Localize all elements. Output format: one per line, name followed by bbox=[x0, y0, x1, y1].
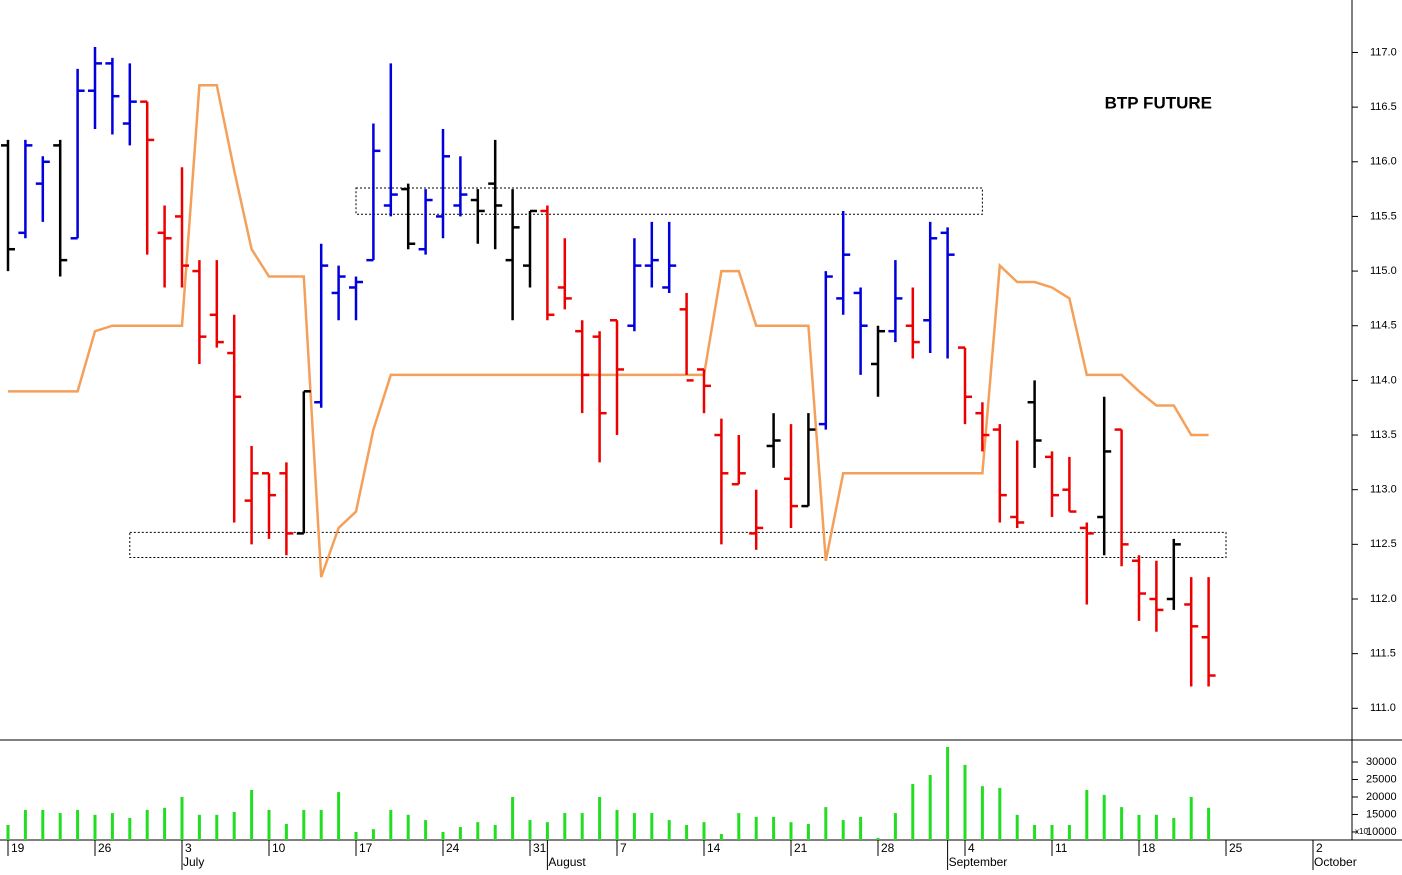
x-tick-label: 4 bbox=[968, 841, 975, 855]
volume-tick-label: 15000 bbox=[1366, 808, 1397, 820]
month-label: September bbox=[949, 855, 1008, 869]
volume-tick-label: 30000 bbox=[1366, 756, 1397, 768]
trend-line bbox=[8, 84, 1209, 578]
volume-tick-label: 25000 bbox=[1366, 773, 1397, 785]
y-tick-label: 112.0 bbox=[1370, 593, 1397, 605]
x-tick-label: 2 bbox=[1316, 841, 1323, 855]
x-tick-label: 14 bbox=[707, 841, 721, 855]
x-tick-label: 21 bbox=[794, 841, 808, 855]
y-tick-label: 116.5 bbox=[1370, 101, 1397, 113]
y-tick-label: 115.5 bbox=[1370, 210, 1397, 222]
zone bbox=[129, 531, 1227, 558]
x-tick-label: 26 bbox=[98, 841, 112, 855]
y-tick-label: 116.0 bbox=[1370, 156, 1397, 168]
x-tick-label: 28 bbox=[881, 841, 895, 855]
x-tick-label: 18 bbox=[1142, 841, 1156, 855]
y-tick-label: 114.0 bbox=[1370, 374, 1397, 386]
x-tick-label: 31 bbox=[533, 841, 547, 855]
x-tick-label: 19 bbox=[11, 841, 25, 855]
x-tick-label: 7 bbox=[620, 841, 627, 855]
y-tick-label: 111.0 bbox=[1370, 702, 1396, 714]
y-tick-label: 114.5 bbox=[1370, 320, 1397, 332]
month-label: August bbox=[548, 855, 586, 869]
y-tick-label: 111.5 bbox=[1370, 648, 1396, 660]
x-tick-label: 17 bbox=[359, 841, 373, 855]
y-tick-label: 113.5 bbox=[1370, 429, 1397, 441]
month-label: July bbox=[183, 855, 204, 869]
volume-tick-label: 20000 bbox=[1366, 791, 1397, 803]
volume-note: x10 bbox=[1355, 827, 1368, 836]
x-tick-label: 24 bbox=[446, 841, 460, 855]
x-tick-label: 11 bbox=[1055, 841, 1068, 855]
y-tick-label: 112.5 bbox=[1370, 538, 1397, 550]
y-tick-label: 115.0 bbox=[1370, 265, 1397, 277]
volume-tick-label: 10000 bbox=[1366, 826, 1397, 838]
y-tick-label: 117.0 bbox=[1370, 46, 1397, 58]
x-tick-label: 25 bbox=[1229, 841, 1243, 855]
x-tick-label: 3 bbox=[185, 841, 192, 855]
month-label: October bbox=[1314, 855, 1357, 869]
x-tick-label: 10 bbox=[272, 841, 286, 855]
zone bbox=[355, 187, 983, 215]
chart-title: BTP FUTURE bbox=[1105, 93, 1212, 112]
y-tick-label: 113.0 bbox=[1370, 484, 1397, 496]
